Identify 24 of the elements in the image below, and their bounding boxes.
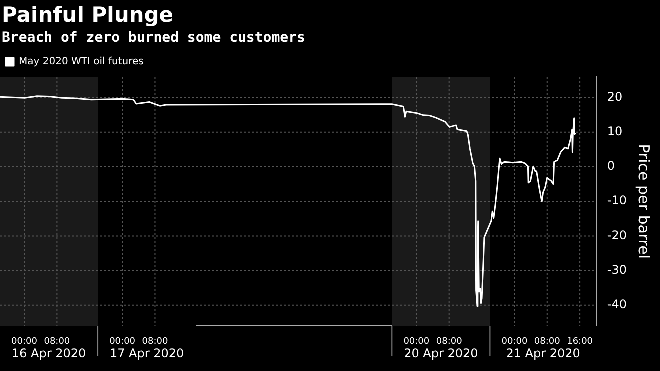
y-tick-label: 0 [607, 159, 616, 174]
x-tick-label: 00:00 [502, 336, 528, 347]
x-tick-label: 00:00 [110, 336, 136, 347]
x-tick-label: 08:00 [436, 336, 463, 347]
y-tick-label: -20 [607, 228, 628, 242]
legend-label: May 2020 WTI oil futures [19, 56, 144, 68]
x-tick-label: 00:00 [404, 336, 430, 347]
x-tick-label: 00:00 [12, 336, 38, 347]
y-tick-label: 10 [607, 124, 623, 139]
chart-subtitle: Breach of zero burned some customers [1, 29, 306, 48]
x-tick-label: 08:00 [44, 336, 70, 347]
y-axis-title: Price per barrel [635, 144, 654, 260]
x-tick-label: 08:00 [142, 336, 168, 347]
band-label: 16 Apr 2020 [12, 346, 86, 360]
band-label: 21 Apr 2020 [506, 346, 580, 360]
y-tick-label: -30 [607, 262, 628, 277]
chart-title: Painful Plunge [1, 2, 175, 28]
band-label: 17 Apr 2020 [110, 346, 184, 360]
y-tick-label: 20 [607, 90, 623, 104]
x-tick-label: 16:00 [567, 336, 594, 347]
x-tick-label: 08:00 [534, 336, 561, 347]
y-tick-label: -10 [607, 194, 628, 208]
y-tick-label: -40 [607, 298, 628, 312]
band-label: 20 Apr 2020 [404, 346, 478, 360]
